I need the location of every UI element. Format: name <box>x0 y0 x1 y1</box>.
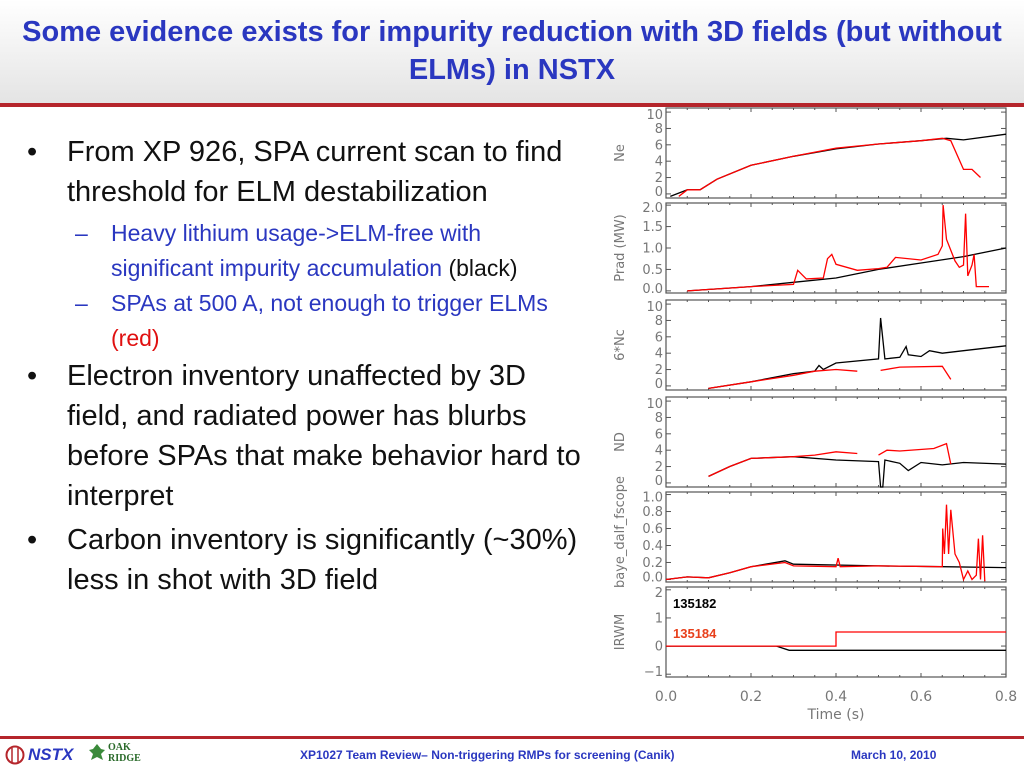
y-tick-label: 0.2 <box>642 556 663 571</box>
y-axis-label: IRWM <box>613 614 628 650</box>
y-tick-label: 8 <box>655 122 663 137</box>
series-135182 <box>687 247 1007 292</box>
y-tick-label: 8 <box>655 411 663 426</box>
bullet-dash: – <box>75 220 88 246</box>
y-axis-label: baye_dalf_fscope <box>613 476 628 588</box>
panel-frame <box>665 491 1007 583</box>
y-tick-label: 4 <box>655 155 663 170</box>
series-135182 <box>708 456 1007 488</box>
y-tick-label: 1.5 <box>642 220 663 235</box>
x-tick-label: 0.8 <box>995 689 1017 705</box>
panel-frame <box>665 202 1007 294</box>
y-tick-label: 0 <box>655 377 663 392</box>
series-135184 <box>678 137 981 197</box>
y-tick-label: 0.4 <box>642 539 663 554</box>
series-135184 <box>665 504 986 582</box>
bullet-dot: • <box>27 136 38 168</box>
y-tick-label: 2 <box>655 586 663 601</box>
panel-frame <box>665 107 1007 199</box>
bullet-text: From XP 926, SPA current scan to find th… <box>67 136 563 208</box>
series-135184 <box>687 205 989 292</box>
series-135184 <box>708 365 952 390</box>
bullet-text: Carbon inventory is significantly (~30%)… <box>67 524 578 596</box>
series-135182 <box>670 133 1007 198</box>
y-tick-label: 0 <box>655 185 663 200</box>
bullet-dash: – <box>75 290 88 316</box>
y-tick-label: 10 <box>646 397 663 412</box>
y-tick-label: 0 <box>655 640 663 655</box>
y-tick-label: 6 <box>655 427 663 442</box>
series-tag: (black) <box>442 255 518 281</box>
sub-bullet-item: – Heavy lithium usage->ELM-free with sign… <box>25 216 585 286</box>
sub-bullet-item: – SPAs at 500 A, not enough to trigger EL… <box>25 286 585 356</box>
panel-frame <box>665 299 1007 391</box>
x-tick-label: 0.6 <box>910 689 932 705</box>
y-tick-label: 10 <box>646 300 663 315</box>
title-bar: Some evidence exists for impurity reduct… <box>0 0 1024 107</box>
bullet-dot: • <box>27 524 38 556</box>
series-135182 <box>708 317 1007 390</box>
y-axis-label: Prad (MW) <box>613 214 628 282</box>
bullet-list: • From XP 926, SPA current scan to find t… <box>25 132 585 604</box>
x-tick-label: 0.4 <box>825 689 847 705</box>
nstx-logo: NSTX <box>28 745 74 764</box>
y-tick-label: 2 <box>655 363 663 378</box>
y-tick-label: 2.0 <box>642 201 663 216</box>
y-tick-label: 4 <box>655 444 663 459</box>
x-axis-label: Time (s) <box>807 707 865 723</box>
panel-4: 0.00.2 0.4 0.6 0.81.0 baye_dalf_fscope <box>613 476 1007 588</box>
y-tick-label: 0 <box>655 474 663 489</box>
bullet-item: • Electron inventory unaffected by 3D fie… <box>25 356 585 516</box>
y-tick-label: 6 <box>655 330 663 345</box>
footer: NSTX OAK RIDGE XP1027 Team Review– Non-tr… <box>0 736 1024 771</box>
series-135184 <box>708 442 952 477</box>
y-tick-label: 0.5 <box>642 263 663 278</box>
oak-ridge-logo: OAK RIDGE <box>108 742 141 764</box>
y-tick-label: 10 <box>646 108 663 123</box>
sub-bullet-text: Heavy lithium usage->ELM-free with signi… <box>111 220 482 281</box>
y-tick-label: 4 <box>655 347 663 362</box>
series-135182 <box>665 560 1007 581</box>
y-tick-label: 8 <box>655 314 663 329</box>
bullet-text: Electron inventory unaffected by 3D fiel… <box>67 360 581 512</box>
oak-leaf-icon <box>89 744 105 760</box>
legend-entry: 135184 <box>673 626 717 641</box>
x-tick-label: 0.2 <box>740 689 762 705</box>
panel-frame <box>665 396 1007 488</box>
y-tick-label: 1.0 <box>642 242 663 257</box>
y-tick-label: 2 <box>655 460 663 475</box>
y-tick-label: 1.0 <box>642 491 663 506</box>
legend-entry: 135182 <box>673 596 716 611</box>
sub-bullet-text: SPAs at 500 A, not enough to trigger ELM… <box>111 290 548 316</box>
footer-text: XP1027 Team Review– Non-triggering RMPs … <box>300 748 675 762</box>
series-tag: (red) <box>111 325 160 351</box>
panel-1: 0.0 0.5 1.0 1.5 2.0 Prad (MW) <box>613 201 1007 297</box>
y-axis-label: Ne <box>613 144 628 162</box>
nstx-logo-icon <box>5 745 25 765</box>
y-tick-label: 1 <box>655 611 663 626</box>
y-tick-label: 0.0 <box>642 282 663 297</box>
y-axis-label: ND <box>613 432 628 452</box>
slide-title: Some evidence exists for impurity reduct… <box>22 16 1002 86</box>
panel-5: −1 0 1 2 IRWM <box>613 586 1007 680</box>
y-tick-label: −1 <box>644 665 663 680</box>
y-axis-label: 6*Nc <box>613 329 628 361</box>
x-tick-label: 0.0 <box>655 689 677 705</box>
bullet-item: • Carbon inventory is significantly (~30%… <box>25 520 585 600</box>
y-tick-label: 0.6 <box>642 522 663 537</box>
y-tick-label: 2 <box>655 171 663 186</box>
y-tick-label: 0.0 <box>642 570 663 585</box>
footer-date: March 10, 2010 <box>851 748 937 762</box>
bullet-item: • From XP 926, SPA current scan to find t… <box>25 132 585 212</box>
y-tick-label: 0.8 <box>642 505 663 520</box>
y-tick-label: 6 <box>655 138 663 153</box>
series-135184 <box>666 631 1006 647</box>
bullet-dot: • <box>27 360 38 392</box>
